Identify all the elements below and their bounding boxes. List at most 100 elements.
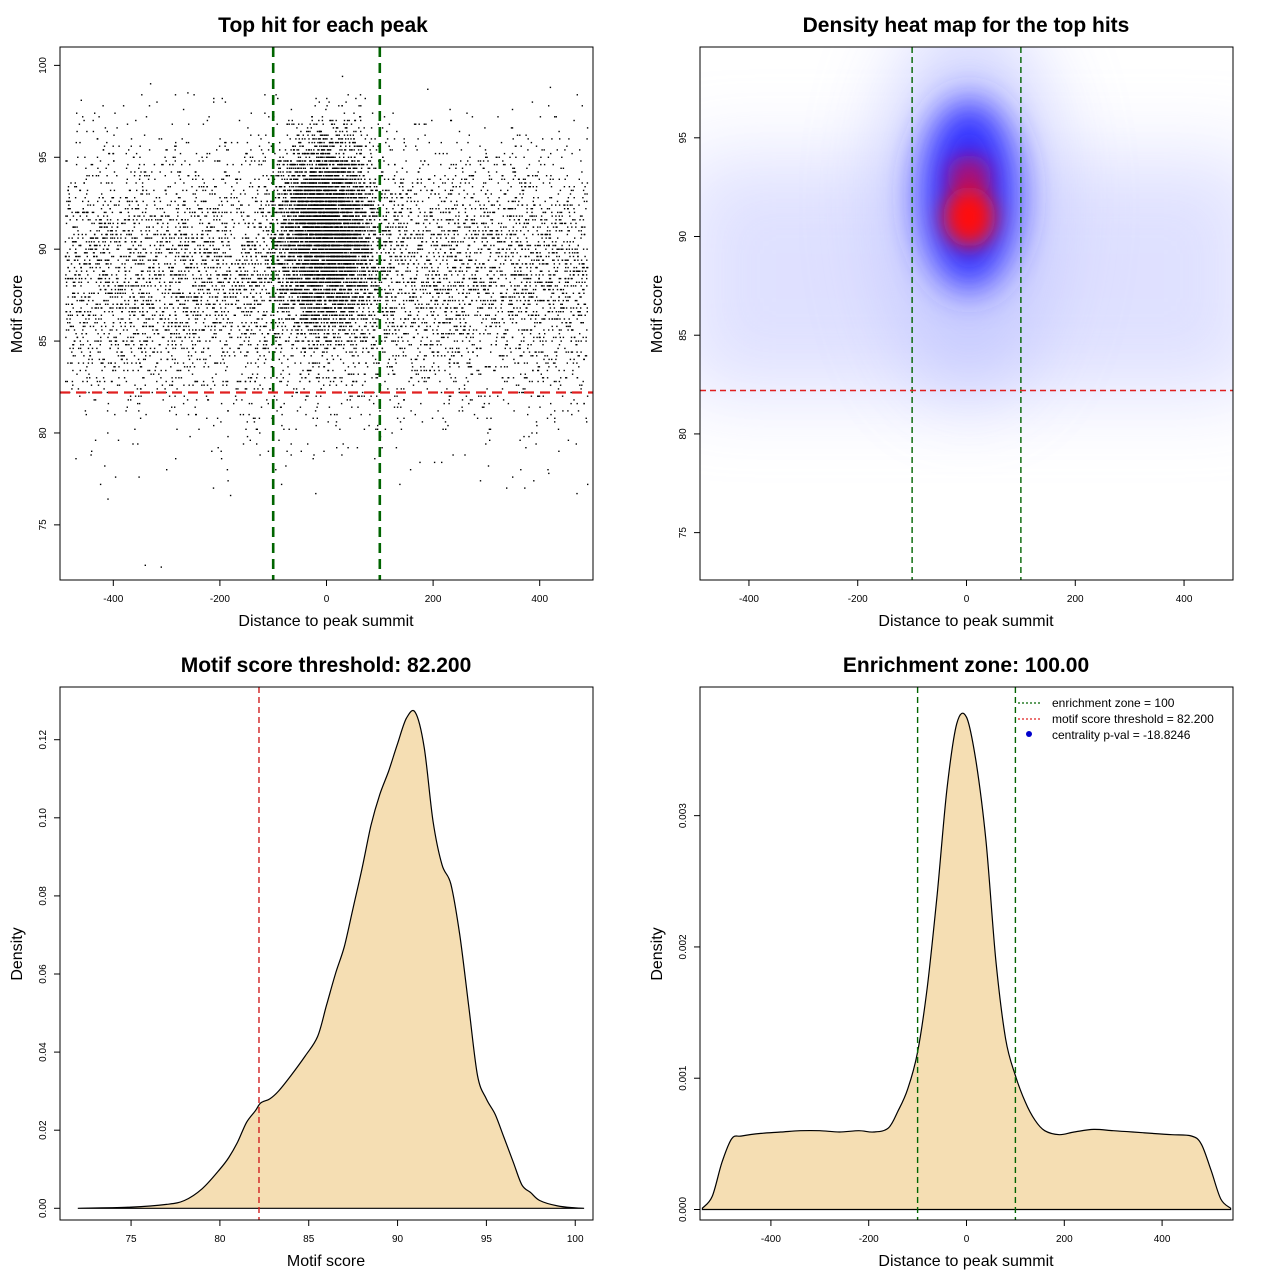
scatter-point xyxy=(453,266,456,269)
scatter-point xyxy=(224,233,227,236)
scatter-point xyxy=(468,134,470,136)
scatter-point xyxy=(543,336,545,339)
scatter-point xyxy=(521,329,523,331)
scatter-point xyxy=(118,270,120,272)
scatter-point xyxy=(190,215,193,217)
scatter-point xyxy=(346,307,348,309)
scatter-point xyxy=(430,311,432,313)
scatter-point xyxy=(407,281,410,283)
scatter-point xyxy=(181,340,183,342)
scatter-point xyxy=(116,307,118,309)
scatter-point xyxy=(534,318,537,320)
scatter-point xyxy=(497,248,499,250)
scatter-point xyxy=(268,292,270,294)
scatter-point xyxy=(535,443,537,445)
scatter-point xyxy=(517,204,519,206)
scatter-point xyxy=(405,299,408,302)
scatter-point xyxy=(275,347,277,350)
scatter-point xyxy=(532,369,534,372)
scatter-point xyxy=(259,432,261,434)
scatter-point xyxy=(107,303,109,305)
scatter-point xyxy=(129,189,131,192)
scatter-point xyxy=(135,362,137,364)
scatter-point xyxy=(105,292,107,294)
scatter-point xyxy=(438,233,440,236)
scatter-point xyxy=(523,318,526,320)
scatter-point xyxy=(225,171,227,173)
scatter-point xyxy=(388,322,391,324)
scatter-point xyxy=(466,292,468,294)
scatter-point xyxy=(401,307,403,309)
scatter-point xyxy=(517,384,520,386)
scatter-point xyxy=(216,215,218,217)
scatter-point xyxy=(181,347,183,350)
scatter-point xyxy=(550,402,552,405)
scatter-point xyxy=(574,237,576,239)
scatter-point xyxy=(522,189,525,192)
scatter-point xyxy=(194,248,196,250)
scatter-point xyxy=(480,347,482,350)
scatter-point xyxy=(172,266,174,269)
scatter-point xyxy=(223,285,225,287)
scatter-point xyxy=(566,204,569,206)
scatter-point xyxy=(522,193,524,195)
scatter-point xyxy=(286,311,288,313)
scatter-point xyxy=(383,333,386,335)
scatter-point xyxy=(191,347,194,350)
scatter-point xyxy=(105,211,107,214)
scatter-point xyxy=(458,270,460,272)
scatter-point xyxy=(256,325,258,328)
scatter-point xyxy=(278,307,280,309)
scatter-point xyxy=(238,171,240,173)
scatter-point xyxy=(352,230,354,232)
scatter-point xyxy=(92,211,95,214)
scatter-point xyxy=(356,285,359,287)
scatter-point xyxy=(78,281,80,283)
scatter-point xyxy=(442,333,444,335)
scatter-point xyxy=(117,285,120,287)
scatter-point xyxy=(215,296,217,298)
scatter-point xyxy=(405,160,407,162)
scatter-point xyxy=(526,266,528,269)
scatter-point xyxy=(419,288,422,291)
scatter-point xyxy=(447,299,449,302)
scatter-point xyxy=(443,230,445,232)
scatter-point xyxy=(210,325,213,328)
scatter-point xyxy=(156,351,159,353)
scatter-point xyxy=(329,384,331,386)
scatter-point xyxy=(93,241,95,243)
scatter-point xyxy=(200,299,202,302)
scatter-point xyxy=(566,259,568,261)
scatter-point xyxy=(269,329,271,331)
scatter-point xyxy=(238,288,240,291)
scatter-point xyxy=(578,230,580,232)
scatter-point xyxy=(558,344,561,346)
scatter-point xyxy=(318,380,320,383)
scatter-point xyxy=(259,281,261,283)
scatter-point xyxy=(541,233,544,236)
scatter-point xyxy=(128,204,131,206)
scatter-point xyxy=(85,167,87,169)
scatter-point xyxy=(83,263,85,265)
scatter-point xyxy=(225,314,227,316)
scatter-point xyxy=(586,307,588,309)
scatter-point xyxy=(555,380,557,383)
scatter-point xyxy=(464,329,466,331)
scatter-point xyxy=(85,252,87,254)
scatter-point xyxy=(158,274,160,276)
scatter-point xyxy=(581,281,583,283)
scatter-point xyxy=(429,292,431,294)
scatter-point xyxy=(539,252,541,254)
scatter-point xyxy=(324,347,326,350)
scatter-point xyxy=(264,377,266,379)
scatter-point xyxy=(211,296,214,298)
scatter-point xyxy=(352,362,355,364)
scatter-point xyxy=(362,299,365,302)
scatter-point xyxy=(541,149,543,151)
scatter-point xyxy=(90,241,93,243)
scatter-point xyxy=(479,163,482,166)
scatter-point xyxy=(87,219,89,221)
scatter-point xyxy=(400,388,402,390)
scatter-point xyxy=(86,366,88,368)
scatter-point xyxy=(157,322,159,324)
